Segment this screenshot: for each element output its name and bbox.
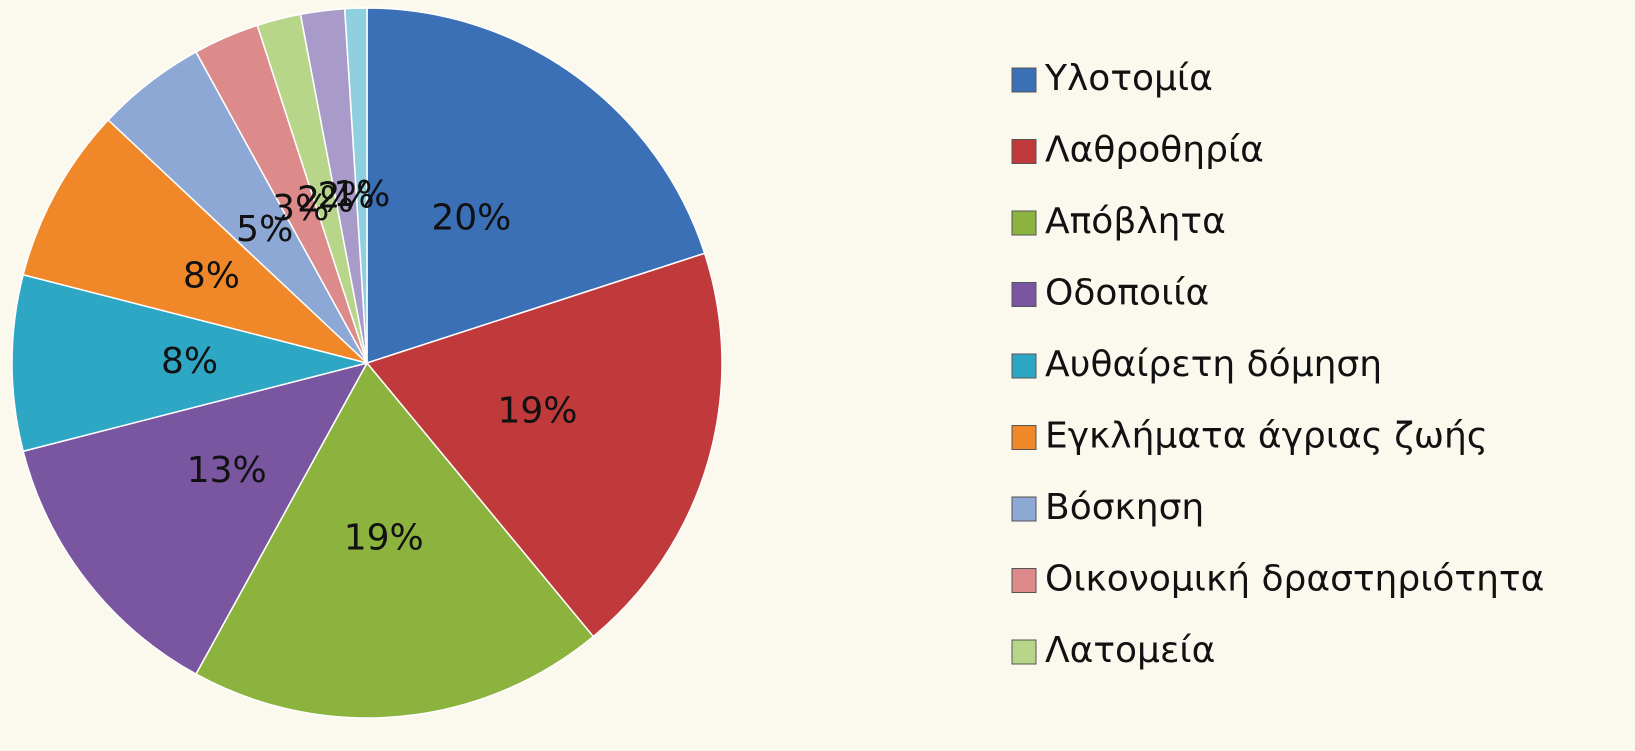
pie-slice: [11, 273, 368, 453]
data-label: 13%: [187, 450, 267, 491]
data-label: 2%: [297, 179, 354, 220]
legend-label: Οδοποιία: [1045, 273, 1209, 314]
legend-label: Εγκλήματα άγριας ζωής: [1045, 416, 1488, 457]
data-label: 5%: [236, 209, 293, 250]
data-label: 19%: [497, 391, 577, 432]
legend-label: Απόβλητα: [1045, 201, 1226, 242]
legend-swatch: [1011, 639, 1037, 665]
legend-label: Λαθροθηρία: [1045, 130, 1264, 171]
data-label: 19%: [344, 518, 424, 559]
data-label: 8%: [161, 341, 218, 382]
legend-label: Βόσκηση: [1045, 487, 1204, 528]
legend-swatch: [1011, 282, 1037, 307]
data-label: 20%: [431, 197, 511, 238]
pie-slice: [22, 118, 368, 364]
legend-swatch: [1011, 67, 1037, 93]
legend-label: Οικονομική δραστηριότητα: [1045, 559, 1544, 600]
legend-swatch: [1011, 568, 1037, 593]
pie-slice: [365, 252, 723, 638]
data-label: 1%: [333, 174, 390, 215]
pie-slice: [343, 7, 368, 364]
data-label: 2%: [318, 175, 375, 216]
pie-slice: [366, 7, 706, 365]
legend-swatch: [1011, 425, 1037, 450]
data-label: 3%: [272, 188, 329, 229]
pie-slice: [22, 361, 369, 676]
legend-swatch: [1011, 353, 1037, 379]
legend-swatch: [1011, 210, 1037, 236]
data-label: 8%: [183, 255, 240, 296]
legend-swatch: [1011, 139, 1037, 164]
pie-slice: [194, 361, 595, 719]
legend-label: Υλοτομία: [1044, 58, 1213, 99]
legend-swatch: [1011, 496, 1037, 522]
legend-label: Αυθαίρετη δόμηση: [1045, 344, 1382, 385]
legend-label: Λατομεία: [1045, 630, 1215, 671]
